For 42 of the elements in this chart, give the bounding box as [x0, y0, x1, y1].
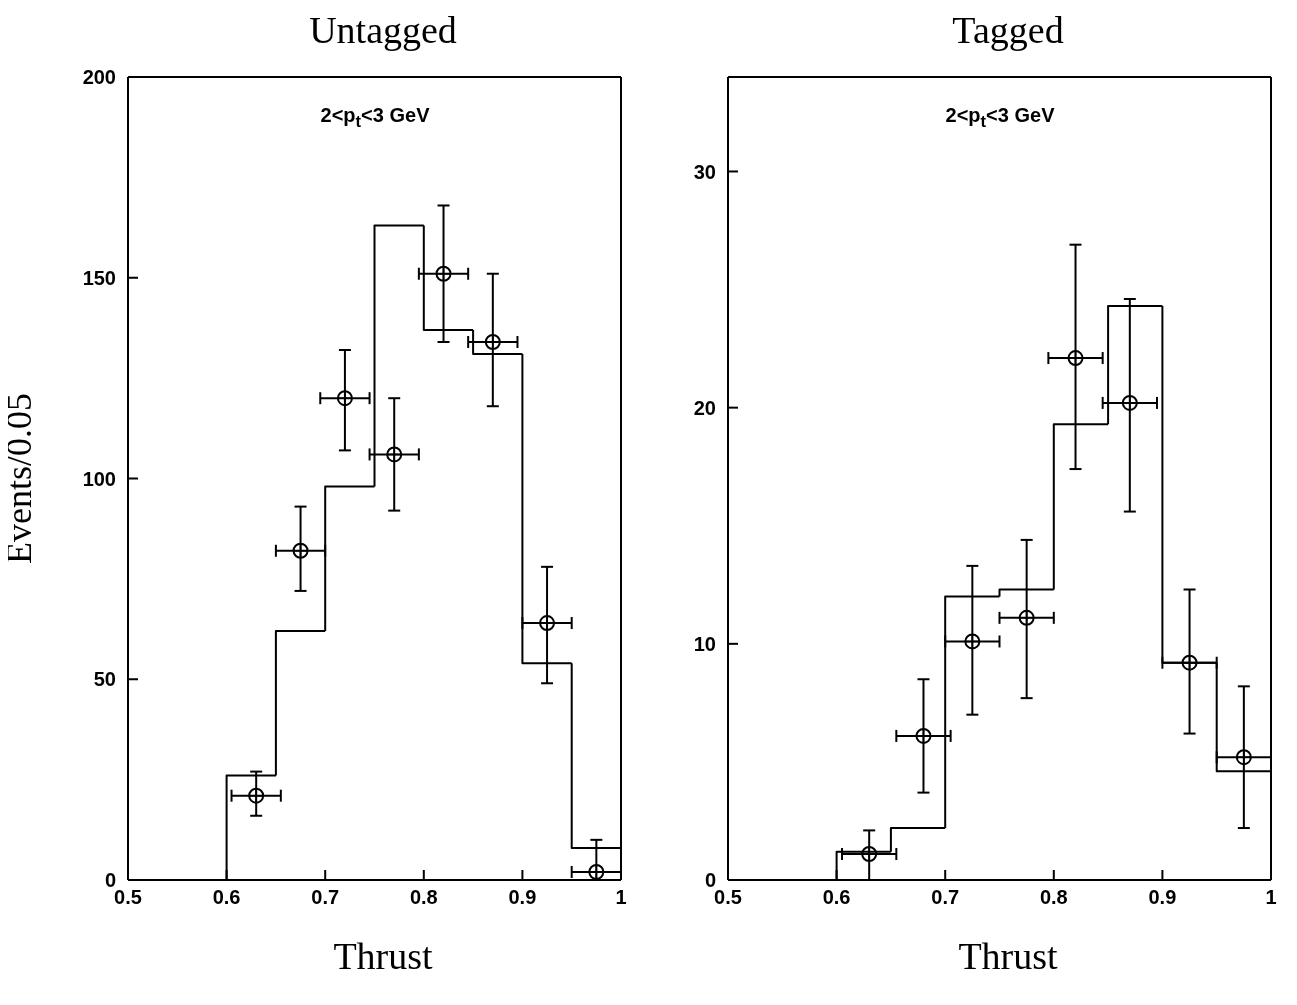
x-axis-title: Thrust [957, 934, 1059, 978]
point [484, 333, 501, 350]
y-tick-label: 0 [104, 869, 116, 892]
point [292, 542, 309, 559]
x-tick-label: 0.7 [311, 886, 340, 909]
y-tick-label: 200 [82, 66, 116, 89]
point [1067, 350, 1084, 367]
point [539, 615, 556, 632]
x-tick-label: 0.9 [1148, 886, 1177, 909]
y-tick-label: 100 [82, 467, 116, 490]
x-tick-label: 1 [615, 886, 627, 909]
x-tick-label: 0.5 [114, 886, 142, 909]
point [861, 846, 878, 863]
point [336, 390, 353, 407]
point [915, 727, 932, 744]
point [1181, 654, 1198, 671]
x-tick-label: 0.8 [409, 886, 438, 909]
y-tick-label: 30 [693, 160, 716, 183]
point [1018, 609, 1035, 626]
y-tick-label: 50 [93, 668, 116, 691]
y-tick-label: 10 [693, 632, 716, 655]
point [964, 633, 981, 650]
x-tick-label: 0.6 [212, 886, 241, 909]
x-tick-label: 0.8 [1039, 886, 1068, 909]
y-tick-label: 20 [693, 396, 716, 419]
x-tick-label: 0.6 [822, 886, 851, 909]
chart-title: Tagged [951, 8, 1065, 53]
point [1235, 749, 1252, 766]
x-axis-title: Thrust [332, 934, 434, 978]
point [386, 446, 403, 463]
point [435, 265, 452, 282]
annotation: 2<p$_{t}$<3 GeV [944, 104, 1056, 132]
x-tick-label: 0.9 [508, 886, 537, 909]
y-tick-label: 150 [82, 266, 116, 289]
chart-title: Untagged [308, 8, 458, 53]
point [248, 787, 265, 804]
annotation: 2<p$_{t}$<3 GeV [319, 104, 431, 132]
point [1121, 394, 1138, 411]
x-tick-label: 0.7 [931, 886, 960, 909]
x-tick-label: 1 [1265, 886, 1277, 909]
y-tick-label: 0 [704, 869, 716, 892]
x-tick-label: 0.5 [714, 886, 742, 909]
